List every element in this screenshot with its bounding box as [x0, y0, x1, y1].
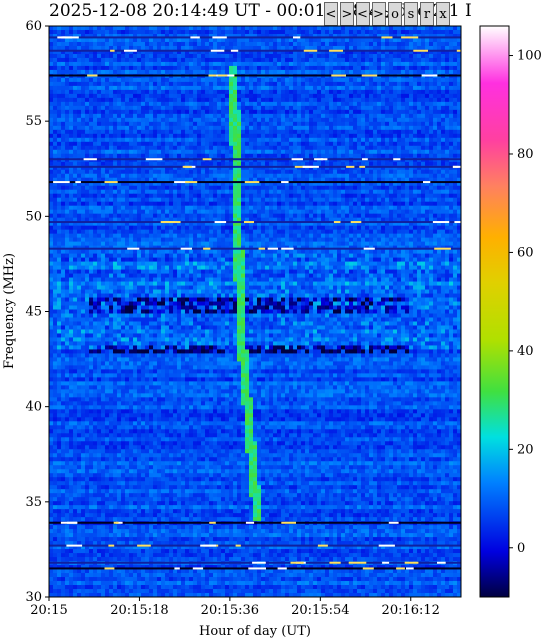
rfi-line [49, 49, 461, 52]
y-tick-label: 60 [25, 19, 42, 34]
rfi-line [49, 165, 461, 168]
y-tick-label: 55 [25, 114, 42, 129]
x-tick-label: 20:15:18 [110, 603, 168, 618]
y-tick-label: 30 [25, 590, 42, 605]
x-axis-label: Hour of day (UT) [199, 624, 311, 639]
y-axis: 30 35 40 45 50 55 60 [25, 19, 49, 605]
x-tick-label: 20:15:54 [291, 603, 349, 618]
navigation-buttons: < > << >> o s r x [324, 2, 450, 26]
colorbar-axis: 0 20 40 60 80 100 [509, 49, 542, 556]
option-r-button[interactable]: r [420, 2, 434, 26]
colorbar-tick-label: 20 [517, 442, 534, 457]
rfi-line [49, 36, 461, 39]
colorbar [479, 25, 510, 598]
next-button[interactable]: > [340, 2, 354, 26]
rfi-line [49, 521, 461, 524]
rfi-line [49, 74, 461, 77]
y-tick-label: 50 [25, 209, 42, 224]
spectrogram-image [49, 26, 461, 597]
rfi-line [49, 247, 461, 250]
rfi-line [49, 544, 461, 547]
y-tick-label: 35 [25, 495, 42, 510]
y-axis-label: Frequency (MHz) [2, 253, 17, 369]
y-tick-label: 45 [25, 305, 42, 320]
rfi-line [49, 221, 461, 224]
x-tick-label: 20:15:36 [201, 603, 259, 618]
colorbar-tick-label: 0 [517, 541, 525, 556]
x-tick-label: 20:16:12 [382, 603, 440, 618]
x-axis: 20:15 20:15:18 20:15:36 20:15:54 20:16:12 [30, 597, 440, 618]
rfi-line [49, 158, 461, 161]
colorbar-tick-label: 40 [517, 344, 534, 359]
y-tick-label: 40 [25, 400, 42, 415]
x-tick-label: 20:15 [30, 603, 67, 618]
colorbar-tick-label: 100 [517, 49, 542, 64]
colorbar-tick-label: 60 [517, 245, 534, 260]
colorbar-tick-label: 80 [517, 147, 534, 162]
